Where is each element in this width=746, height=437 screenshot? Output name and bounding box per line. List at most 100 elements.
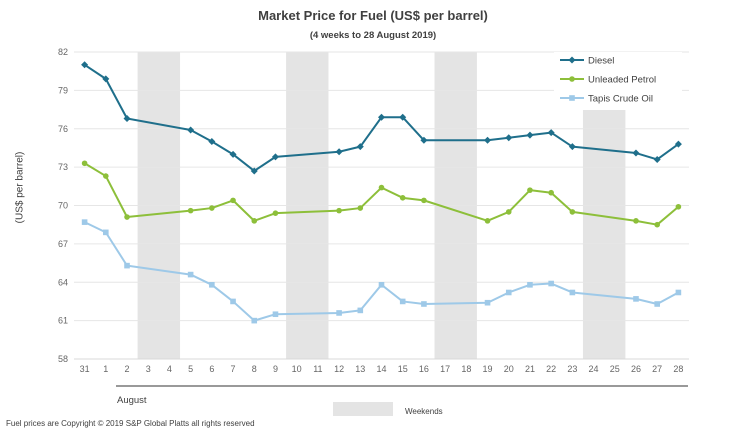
x-tick-label: 23 bbox=[567, 364, 577, 374]
data-point bbox=[484, 218, 491, 224]
data-point bbox=[421, 301, 427, 307]
data-point bbox=[187, 271, 194, 278]
x-tick-label: 11 bbox=[313, 364, 322, 374]
x-tick-label: 6 bbox=[209, 364, 214, 374]
month-axis: August bbox=[116, 385, 688, 406]
data-point bbox=[187, 207, 194, 214]
x-tick-label: 17 bbox=[440, 364, 450, 374]
data-point bbox=[654, 221, 660, 228]
data-point bbox=[484, 136, 492, 144]
y-tick-label: 70 bbox=[58, 201, 68, 211]
data-point bbox=[421, 197, 427, 204]
data-point bbox=[102, 75, 110, 83]
data-point bbox=[420, 136, 428, 144]
data-point bbox=[335, 148, 343, 156]
data-point bbox=[505, 134, 513, 142]
data-point bbox=[653, 155, 661, 163]
legend-label: Diesel bbox=[588, 56, 614, 67]
data-point bbox=[505, 289, 512, 296]
data-point bbox=[527, 282, 533, 288]
x-tick-label: 9 bbox=[273, 364, 278, 374]
data-point bbox=[633, 218, 639, 224]
data-point bbox=[209, 205, 215, 211]
x-tick-label: 27 bbox=[652, 364, 662, 374]
x-tick-label: 22 bbox=[546, 364, 556, 374]
x-tick-label: 24 bbox=[589, 364, 599, 374]
data-point bbox=[251, 218, 258, 224]
x-tick-label: 13 bbox=[355, 364, 365, 374]
data-point bbox=[187, 126, 195, 134]
data-point bbox=[674, 140, 682, 148]
data-point bbox=[568, 143, 576, 151]
data-point bbox=[399, 298, 406, 305]
data-point bbox=[548, 280, 554, 287]
data-point bbox=[654, 301, 660, 307]
data-point bbox=[526, 131, 534, 139]
data-point bbox=[399, 195, 406, 201]
y-tick-label: 67 bbox=[58, 239, 68, 249]
y-tick-label: 79 bbox=[58, 85, 68, 95]
data-point bbox=[251, 317, 258, 324]
data-point bbox=[230, 197, 236, 204]
x-tick-label: 8 bbox=[252, 364, 257, 374]
legend-background bbox=[554, 52, 682, 110]
x-tick-label: 21 bbox=[525, 364, 535, 374]
data-point bbox=[632, 149, 640, 157]
data-point bbox=[547, 129, 555, 137]
data-point bbox=[378, 113, 385, 121]
data-point bbox=[271, 153, 279, 161]
data-point bbox=[356, 143, 364, 151]
data-point bbox=[336, 310, 342, 316]
data-point bbox=[124, 262, 130, 269]
legend: Diesel Unleaded Petrol Tapis Crude Oil bbox=[554, 52, 682, 110]
series-diesel bbox=[81, 61, 682, 175]
data-point bbox=[378, 184, 385, 191]
data-point bbox=[548, 189, 554, 196]
x-tick-label: 12 bbox=[334, 364, 344, 374]
x-tick-label: 20 bbox=[504, 364, 514, 374]
y-tick-labels: 58 61 64 67 70 73 76 79 82 bbox=[58, 47, 68, 364]
data-point bbox=[230, 298, 236, 305]
x-tick-label: 3 bbox=[146, 364, 151, 374]
y-tick-label: 76 bbox=[58, 124, 68, 134]
data-point bbox=[208, 138, 216, 146]
legend-label: Tapis Crude Oil bbox=[588, 94, 653, 105]
x-tick-label: 14 bbox=[376, 364, 386, 374]
x-tick-label: 7 bbox=[231, 364, 236, 374]
data-point bbox=[123, 115, 131, 123]
data-point bbox=[569, 95, 575, 101]
data-point bbox=[527, 187, 533, 193]
series-unleaded-petrol bbox=[81, 160, 682, 228]
data-point bbox=[357, 205, 364, 211]
x-tick-label: 4 bbox=[167, 364, 172, 374]
x-tick-label: 16 bbox=[419, 364, 429, 374]
legend-label: Unleaded Petrol bbox=[588, 75, 656, 86]
y-tick-label: 73 bbox=[58, 162, 68, 172]
data-point bbox=[569, 209, 576, 215]
y-tick-label: 82 bbox=[58, 47, 68, 57]
x-tick-label: 10 bbox=[292, 364, 302, 374]
y-tick-label: 61 bbox=[58, 316, 68, 326]
x-tick-labels: 31 1 2 3 4 5 6 7 8 9 10 11 12 13 14 15 16 17 18 19 20 21 22 23 2… bbox=[80, 364, 684, 374]
x-tick-label: 28 bbox=[673, 364, 683, 374]
weekends-key-label: Weekends bbox=[405, 407, 443, 416]
x-tick-label: 15 bbox=[398, 364, 408, 374]
y-tick-label: 58 bbox=[58, 354, 68, 364]
y-tick-label: 64 bbox=[58, 277, 68, 287]
data-point bbox=[250, 167, 258, 175]
x-tick-label: 26 bbox=[631, 364, 641, 374]
data-point bbox=[81, 160, 88, 167]
data-point bbox=[378, 282, 385, 288]
data-point bbox=[272, 210, 279, 216]
weekends-key-swatch bbox=[333, 402, 393, 416]
data-point bbox=[357, 307, 364, 314]
data-point bbox=[209, 282, 215, 288]
data-point bbox=[675, 289, 682, 296]
x-tick-label: 31 bbox=[80, 364, 90, 374]
data-point bbox=[272, 311, 279, 318]
data-point bbox=[124, 214, 130, 220]
data-point bbox=[505, 209, 512, 215]
weekends-key: Weekends bbox=[333, 402, 443, 416]
x-tick-label: 1 bbox=[103, 364, 108, 374]
